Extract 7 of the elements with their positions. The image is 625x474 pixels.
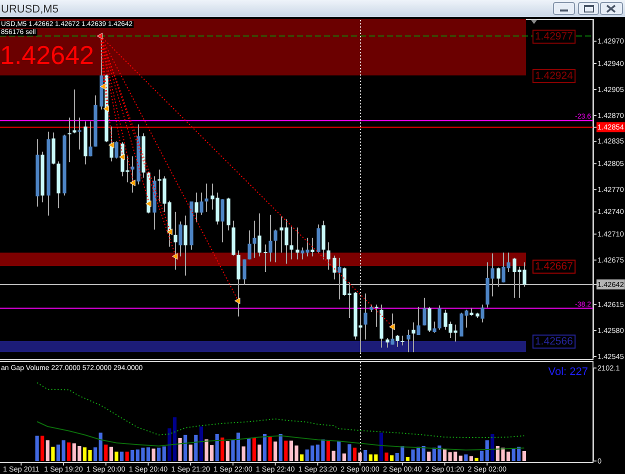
chart-title: URUSD,M5: [1, 4, 58, 16]
band-label: 1.42667: [534, 260, 574, 273]
annotation: 1.42642: [0, 40, 94, 70]
band-label: 1.42924: [534, 70, 574, 82]
band-label: 1.42566: [534, 336, 574, 348]
annotation: Vol: 227: [548, 366, 588, 378]
band-label: 1.42977: [534, 30, 574, 43]
